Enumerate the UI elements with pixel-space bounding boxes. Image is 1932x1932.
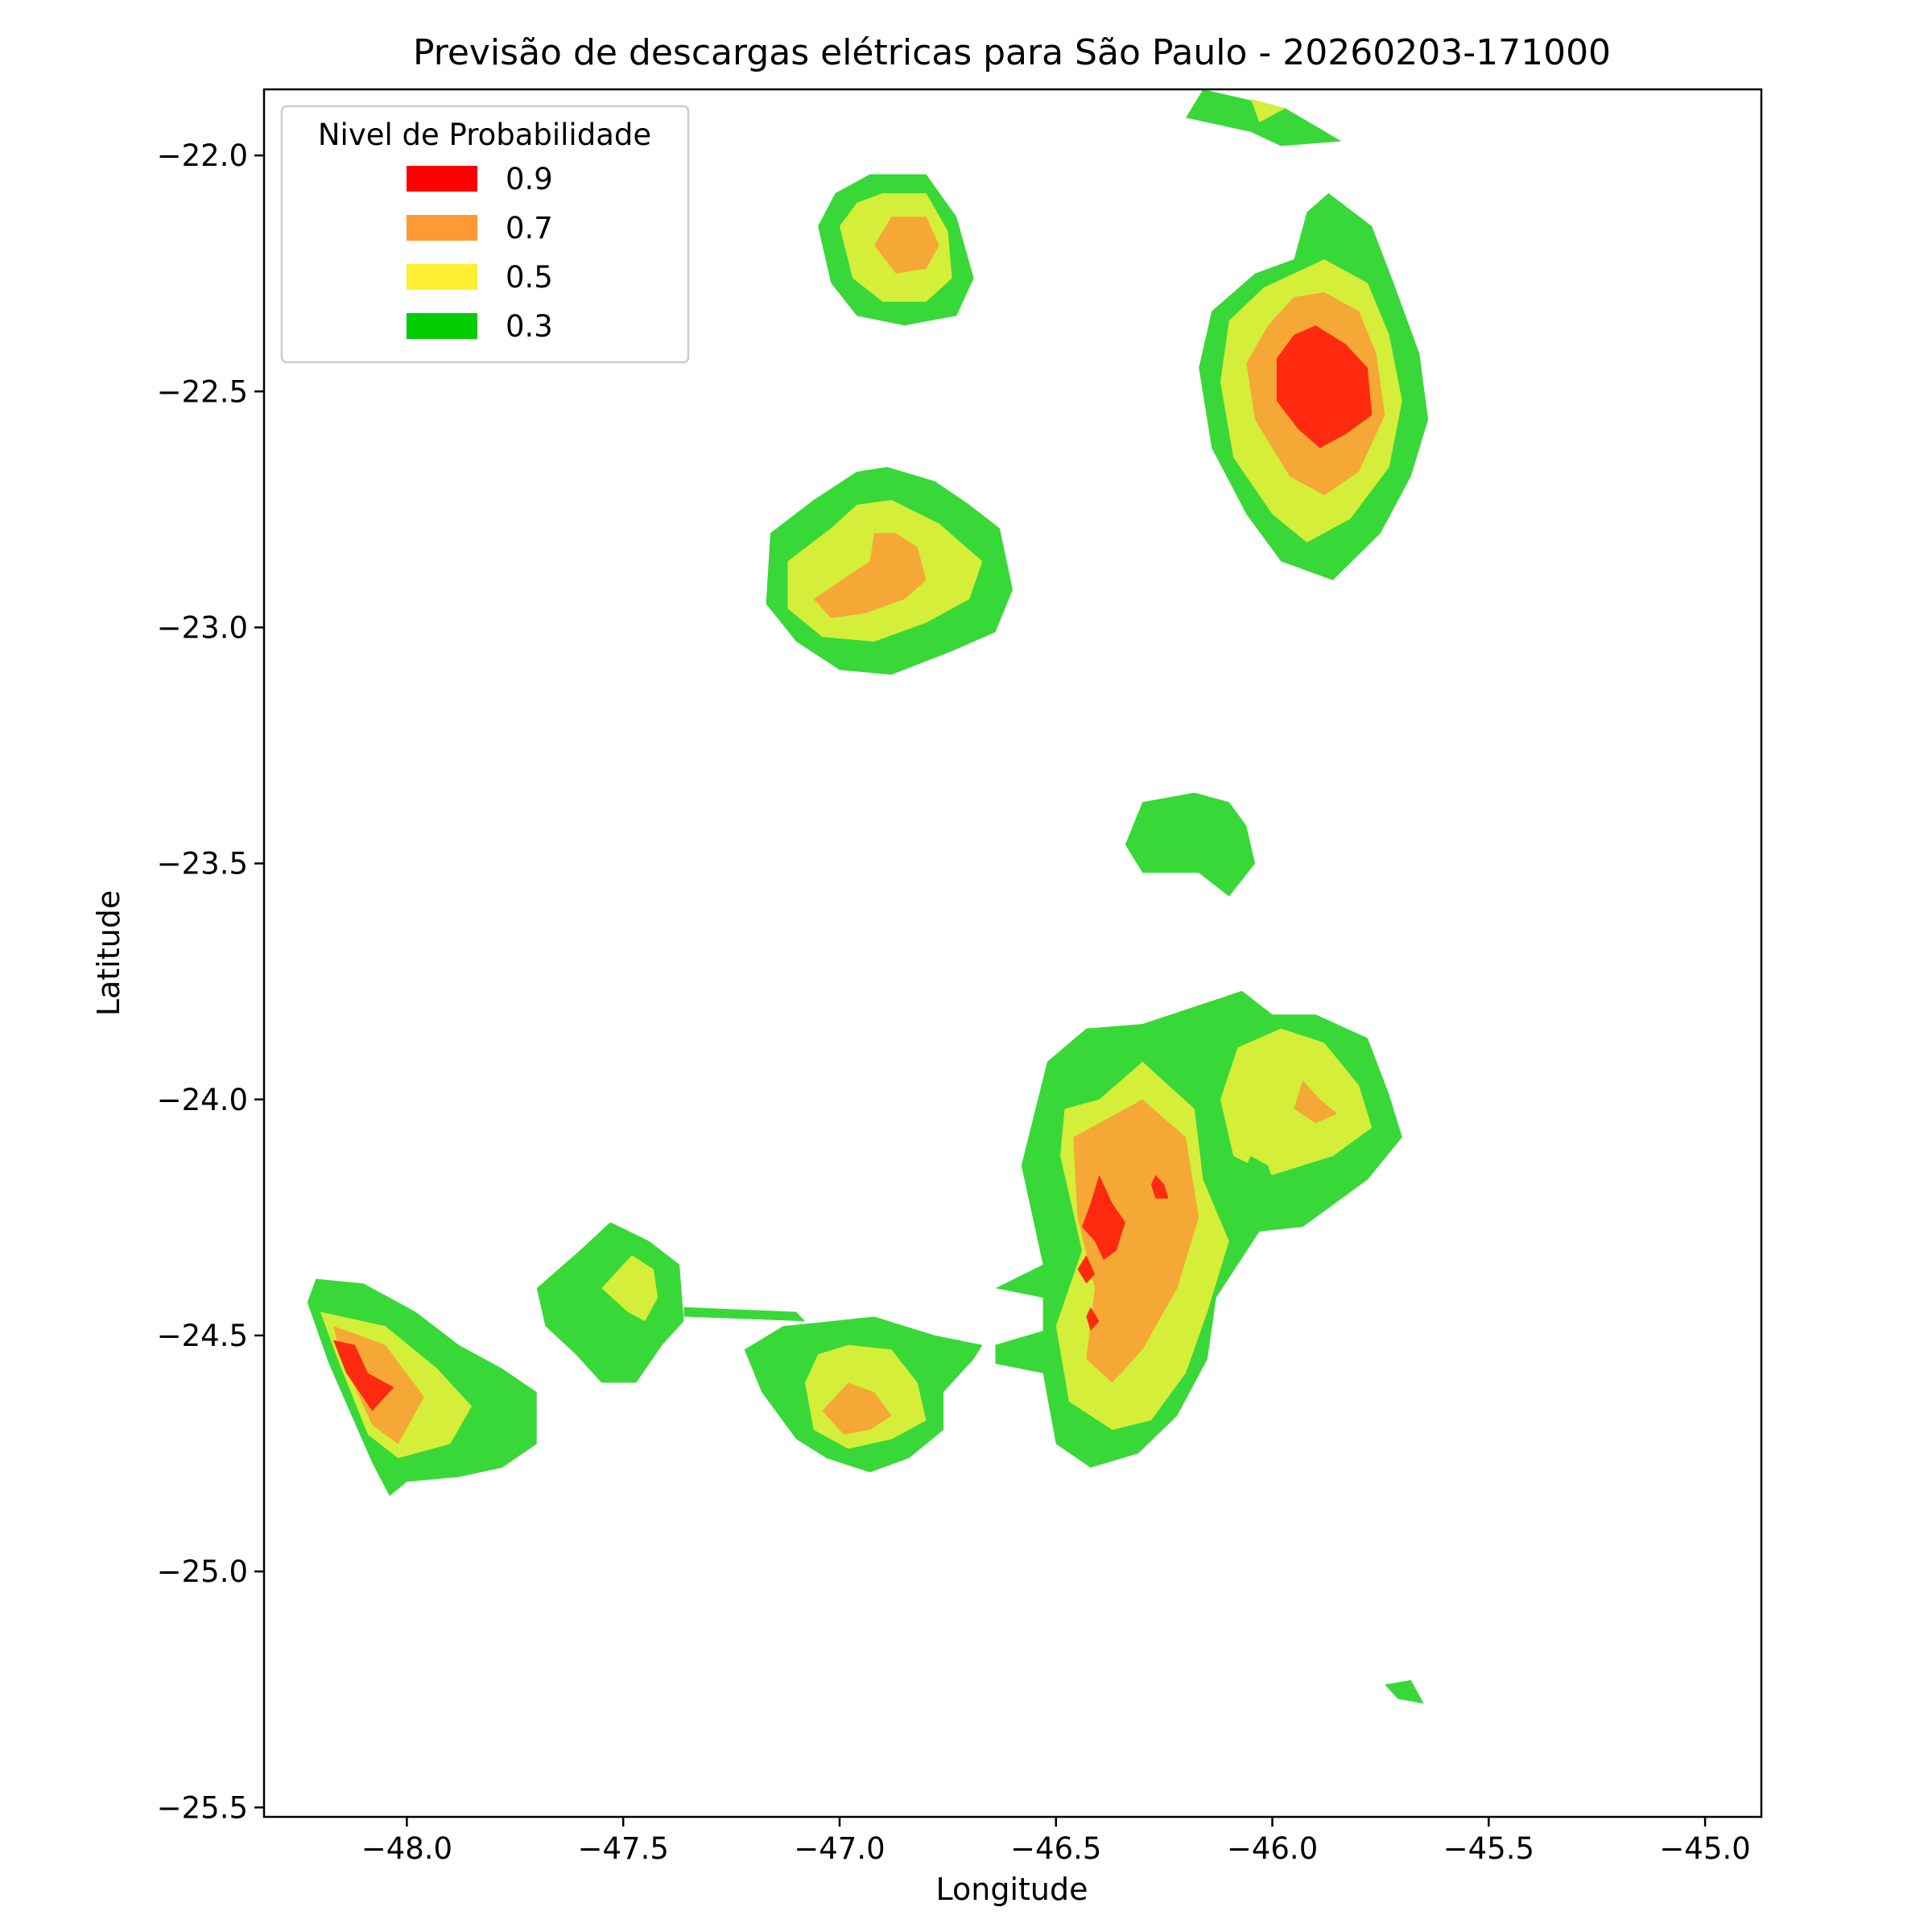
contour-region-03-12 (1125, 792, 1255, 897)
legend-label-07: 0.7 (506, 211, 553, 246)
contour-regions (307, 89, 1429, 1704)
contour-region-07-17 (1294, 1080, 1338, 1124)
legend-swatch-07 (407, 215, 477, 241)
contour-region-09-8 (1276, 325, 1373, 448)
chart-title: Previsão de descargas elétricas para São… (413, 32, 1611, 73)
legend-label-09: 0.9 (506, 162, 553, 196)
x-tick-label: −45.5 (1443, 1831, 1534, 1866)
contour-region-09-21 (1151, 1174, 1169, 1199)
x-axis-label: Longitude (936, 1872, 1088, 1907)
legend-label-05: 0.5 (506, 260, 553, 295)
y-tick-label: −23.0 (157, 610, 248, 645)
contour-region-09-19 (1077, 1255, 1096, 1284)
legend-swatch-09 (407, 166, 477, 192)
x-tick-label: −46.0 (1227, 1831, 1318, 1866)
contour-region-07-32 (822, 1382, 892, 1435)
legend-swatch-05 (407, 264, 477, 290)
x-tick-label: −46.5 (1010, 1831, 1101, 1866)
legend-title: Nivel de Probabilidade (318, 118, 651, 152)
legend-entries: 0.9 0.7 0.5 0.3 (407, 162, 553, 344)
contour-region-09-18 (1082, 1174, 1125, 1261)
legend-swatch-03 (407, 313, 477, 339)
contour-region-05-1 (1250, 98, 1286, 122)
x-tick-label: −45.0 (1659, 1831, 1750, 1866)
contour-region-07-16 (1073, 1099, 1199, 1383)
contour-region-09-20 (1086, 1307, 1100, 1331)
x-tick-label: −47.0 (794, 1831, 885, 1866)
y-axis-ticks: −22.0 −22.5 −23.0 −23.5 −24.0 −24.5 −25.0 −25.5 (157, 138, 264, 1825)
legend-label-03: 0.3 (506, 309, 553, 344)
contour-region-07-4 (874, 217, 939, 274)
contour-region-05-28 (601, 1255, 658, 1322)
contour-region-03-27 (536, 1222, 684, 1383)
y-tick-label: −24.0 (157, 1083, 248, 1117)
x-tick-label: −48.0 (361, 1831, 452, 1866)
y-axis-label: Latitude (91, 890, 126, 1016)
y-tick-label: −25.0 (157, 1554, 248, 1589)
legend-box (280, 105, 690, 364)
contour-region-07-11 (813, 533, 927, 618)
y-tick-label: −24.5 (157, 1319, 248, 1353)
contour-region-03-29 (683, 1307, 805, 1322)
y-tick-label: −22.5 (157, 374, 248, 409)
y-tick-label: −22.0 (157, 138, 248, 173)
y-tick-label: −23.5 (157, 847, 248, 881)
y-tick-label: −25.5 (157, 1790, 248, 1825)
legend: Nivel de Probabilidade 0.9 0.7 0.5 0.3 (280, 105, 690, 364)
contour-region-09-26 (333, 1340, 394, 1411)
x-axis-ticks: −48.0 −47.5 −47.0 −46.5 −46.0 −45.5 −45.0 (361, 1817, 1751, 1866)
contour-region-03-33 (1385, 1680, 1424, 1704)
contour-region-05-15 (1220, 1028, 1373, 1175)
plot-frame (262, 88, 1763, 1818)
x-tick-label: −47.5 (577, 1831, 668, 1866)
contour-region-03-22 (1241, 1156, 1273, 1185)
